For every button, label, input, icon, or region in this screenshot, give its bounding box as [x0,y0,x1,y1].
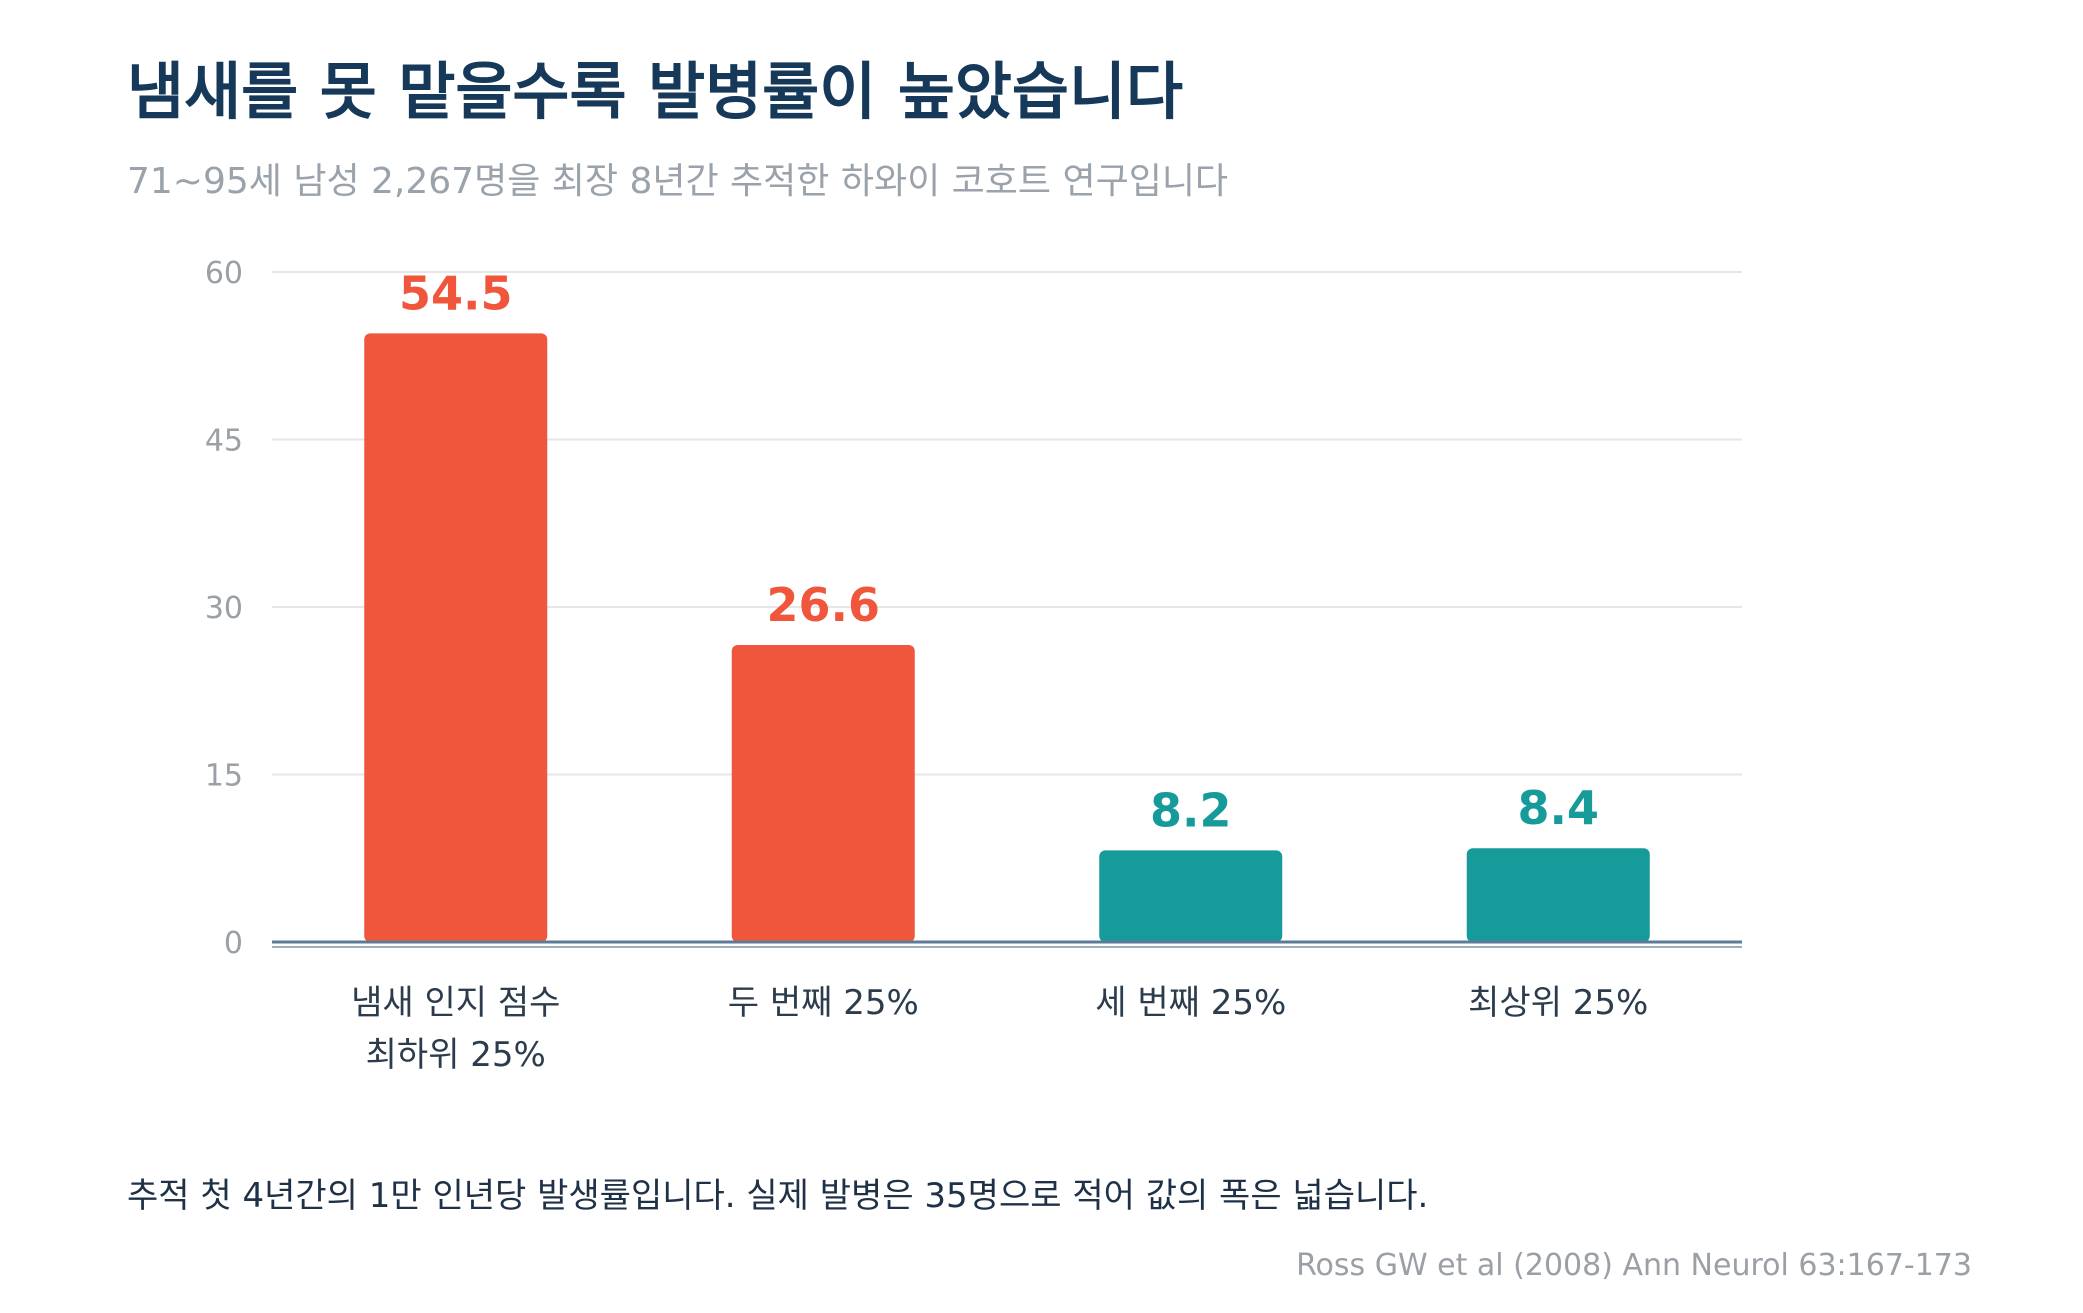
chart-subtitle: 71~95세 남성 2,267명을 최장 8년간 추적한 하와이 코호트 연구입… [127,161,1229,202]
data-label: 8.4 [1518,781,1600,835]
x-tick-label: 최하위 25% [366,1035,546,1075]
y-tick-label: 45 [205,424,243,459]
bar [731,644,915,942]
data-label: 54.5 [399,266,513,320]
y-tick-label: 30 [205,591,243,626]
x-tick-label: 냄새 인지 점수 [351,983,560,1023]
y-tick-label: 60 [205,256,243,291]
bar [1466,848,1650,942]
source-citation: Ross GW et al (2008) Ann Neurol 63:167-1… [1296,1248,1972,1283]
data-label: 26.6 [767,578,881,632]
footnote: 추적 첫 4년간의 1만 인년당 발생률입니다. 실제 발병은 35명으로 적어… [127,1176,1429,1216]
y-tick-label: 0 [224,926,243,961]
chart-title: 냄새를 못 맡을수록 발병률이 높았습니다 [127,55,1184,128]
y-tick-label: 15 [205,759,243,794]
x-tick-label: 최상위 25% [1468,983,1648,1023]
bar [1099,850,1283,942]
data-label: 8.2 [1150,783,1232,837]
bar [364,333,548,943]
x-tick-label: 두 번째 25% [728,983,919,1023]
x-tick-label: 세 번째 25% [1095,983,1286,1023]
